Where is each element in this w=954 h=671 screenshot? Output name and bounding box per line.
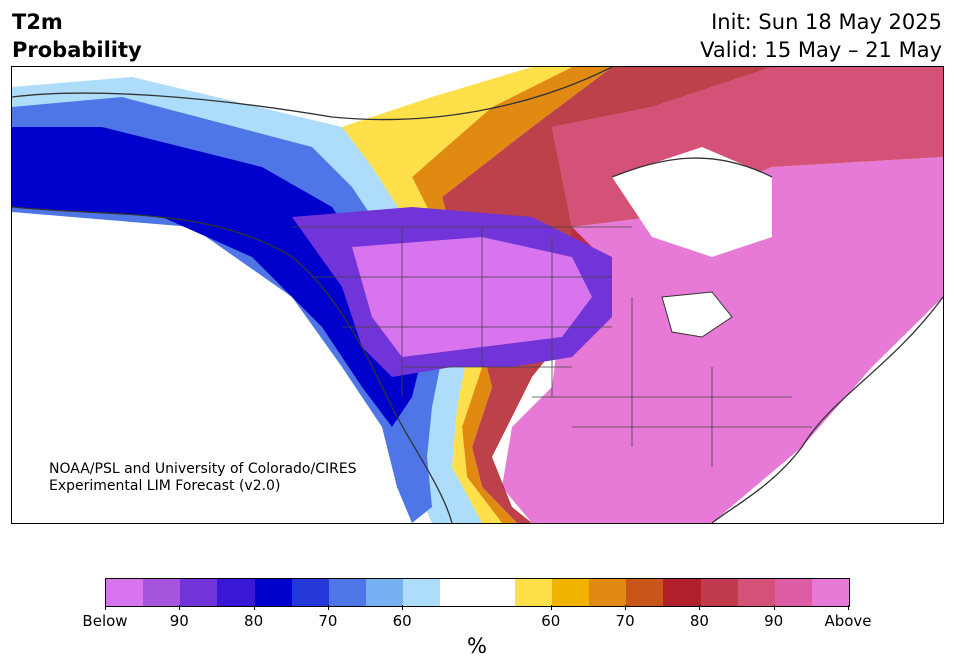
title-type: Probability	[12, 38, 142, 62]
map-title: T2m Probability	[12, 8, 142, 64]
probability-map	[11, 66, 944, 524]
colorbar-cell	[774, 579, 812, 606]
colorbar-cell	[811, 579, 850, 606]
colorbar-tick	[848, 605, 849, 610]
map-dates: Init: Sun 18 May 2025 Valid: 15 May – 21…	[700, 8, 942, 64]
colorbar-cell	[589, 579, 627, 606]
colorbar-cell	[403, 579, 441, 606]
colorbar-cell	[366, 579, 404, 606]
colorbar-tick-label: Below	[82, 612, 128, 630]
credit-line2: Experimental LIM Forecast (v2.0)	[49, 478, 281, 494]
above-region	[502, 157, 943, 523]
colorbar-tick	[773, 605, 775, 610]
init-date: Init: Sun 18 May 2025	[711, 10, 942, 34]
colorbar-cell	[328, 579, 367, 606]
map-canvas	[12, 67, 943, 523]
above-band-orange	[412, 67, 612, 523]
colorbar-tick	[550, 605, 552, 610]
colorbar-cell	[254, 579, 292, 606]
colorbar-tick-label: Above	[824, 612, 872, 630]
border-lines	[292, 226, 812, 467]
colorbar-tick	[402, 605, 404, 610]
colorbar-tick-label: 60	[541, 612, 561, 630]
colorbar-tick-label: 90	[764, 612, 784, 630]
colorbar-cell	[737, 579, 775, 606]
credit-text: NOAA/PSL and University of Colorado/CIRE…	[49, 461, 357, 495]
colorbar-cell	[514, 579, 552, 606]
colorbar-tick-label: 90	[169, 612, 189, 630]
colorbar-tick	[105, 605, 106, 610]
colorbar-cell	[143, 579, 181, 606]
valid-range: Valid: 15 May – 21 May	[700, 38, 942, 62]
colorbar-tick	[179, 605, 181, 610]
colorbar-cell	[217, 579, 255, 606]
colorbar-tick-label: 70	[318, 612, 338, 630]
colorbar-cell	[663, 579, 701, 606]
colorbar-cell	[106, 579, 144, 606]
credit-line1: NOAA/PSL and University of Colorado/CIRE…	[49, 461, 357, 477]
colorbar-cell	[440, 579, 478, 606]
colorbar-cell	[180, 579, 218, 606]
title-variable: T2m	[12, 10, 63, 34]
coastline	[12, 67, 943, 523]
colorbar-tick-label: 70	[615, 612, 635, 630]
great-lakes	[661, 291, 733, 338]
colorbar-cell	[477, 579, 515, 606]
colorbar-tick	[699, 605, 701, 610]
colorbar-tick-label: 80	[689, 612, 709, 630]
colorbar-tick-label: 80	[244, 612, 264, 630]
colorbar-tick	[253, 605, 255, 610]
colorbar-tick	[625, 605, 627, 610]
below-band-dark	[12, 127, 422, 427]
colorbar-cell	[551, 579, 590, 606]
hudson-bay	[612, 147, 772, 257]
above-band-red	[442, 67, 772, 523]
colorbar-unit: %	[467, 634, 487, 658]
colorbar-cell	[700, 579, 738, 606]
colorbar-cell	[626, 579, 664, 606]
colorbar-tick	[327, 605, 329, 610]
colorbar-tick-label: 60	[392, 612, 412, 630]
colorbar-cell	[291, 579, 329, 606]
colorbar	[105, 578, 850, 607]
